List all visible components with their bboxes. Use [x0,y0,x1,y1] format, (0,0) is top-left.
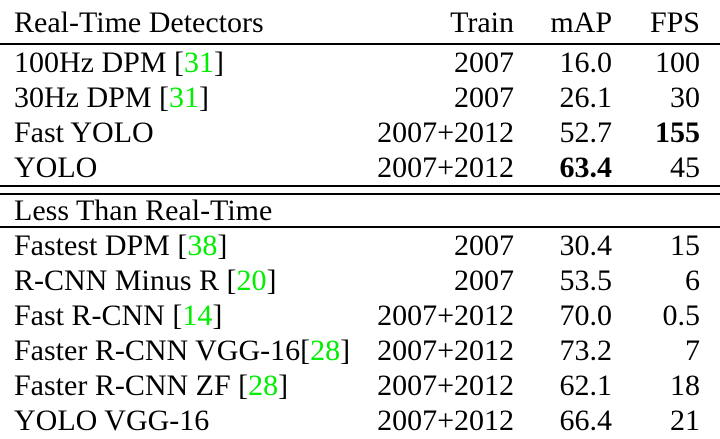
cell-train: 2007+2012 [377,150,514,184]
col-header-map: mAP [550,6,612,39]
table-row: R-CNN Minus R [20] 2007 53.5 6 [0,263,720,298]
cell-name: Fastest DPM [38] [14,228,228,262]
col-header-detectors: Real-Time Detectors [14,6,264,39]
citation-link[interactable]: 20 [236,263,267,297]
cell-map: 16.0 [559,45,613,79]
cell-fps: 0.5 [662,298,701,332]
cell-fps: 30 [670,80,700,114]
section-2-title: Less Than Real-Time [14,193,273,227]
cell-train: 2007 [454,263,514,297]
cell-fps: 21 [670,404,700,438]
cell-train: 2007+2012 [377,298,514,332]
table-row: Fast YOLO 2007+2012 52.7 155 [0,115,720,150]
cell-name: 100Hz DPM [31] [14,45,225,79]
cell-name: Faster R-CNN ZF [28] [14,369,289,403]
table-row: 100Hz DPM [31] 2007 16.0 100 [0,45,720,80]
cell-fps: 100 [655,45,700,79]
col-header-fps: FPS [649,6,700,39]
cell-name: YOLO VGG-16 [14,404,210,438]
cell-train: 2007+2012 [377,115,514,149]
section-2-title-row: Less Than Real-Time [0,193,720,228]
citation-link[interactable]: 14 [182,298,213,332]
cell-map: 53.5 [559,263,613,297]
cell-train: 2007 [454,80,514,114]
cell-map: 52.7 [559,115,613,149]
cell-train: 2007 [454,45,514,79]
citation-link[interactable]: 31 [184,45,215,79]
cell-train: 2007+2012 [377,404,514,438]
cell-map: 66.4 [559,404,613,438]
section-1-rows: 100Hz DPM [31] 2007 16.0 100 30Hz DPM [3… [0,45,720,185]
cell-fps: 18 [670,369,700,403]
cell-name: Faster R-CNN VGG-16[28] [14,334,351,368]
section-divider-double-rule [0,185,720,195]
table-row: Fastest DPM [38] 2007 30.4 15 [0,228,720,263]
cell-fps: 7 [685,334,700,368]
section-2-rows: Fastest DPM [38] 2007 30.4 15 R-CNN Minu… [0,228,720,439]
table-row: Faster R-CNN VGG-16[28] 2007+2012 73.2 7 [0,334,720,369]
cell-train: 2007+2012 [377,369,514,403]
cell-name: YOLO [14,150,98,184]
col-header-train: Train [450,6,514,39]
cell-map: 62.1 [559,369,613,403]
table-header-row: Real-Time Detectors Train mAP FPS [0,0,720,45]
table-row: YOLO 2007+2012 63.4 45 [0,150,720,185]
cell-name: Fast YOLO [14,115,154,149]
cell-map: 73.2 [559,334,613,368]
table-row: Fast R-CNN [14] 2007+2012 70.0 0.5 [0,298,720,333]
cell-fps: 6 [685,263,700,297]
table-row: 30Hz DPM [31] 2007 26.1 30 [0,80,720,115]
cell-map: 63.4 [559,150,613,184]
cell-train: 2007 [454,228,514,262]
cell-name: Fast R-CNN [14] [14,298,223,332]
citation-link[interactable]: 38 [187,228,218,262]
citation-link[interactable]: 28 [310,334,341,368]
cell-name: 30Hz DPM [31] [14,80,210,114]
cell-fps: 45 [670,150,700,184]
cell-map: 26.1 [559,80,613,114]
citation-link[interactable]: 28 [248,369,279,403]
cell-train: 2007+2012 [377,334,514,368]
cell-fps: 15 [670,228,700,262]
citation-link[interactable]: 31 [169,80,200,114]
table-row: YOLO VGG-16 2007+2012 66.4 21 [0,404,720,439]
cell-map: 70.0 [559,298,613,332]
cell-map: 30.4 [559,228,613,262]
cell-name: R-CNN Minus R [20] [14,263,277,297]
cell-fps: 155 [655,115,700,149]
table-row: Faster R-CNN ZF [28] 2007+2012 62.1 18 [0,369,720,404]
